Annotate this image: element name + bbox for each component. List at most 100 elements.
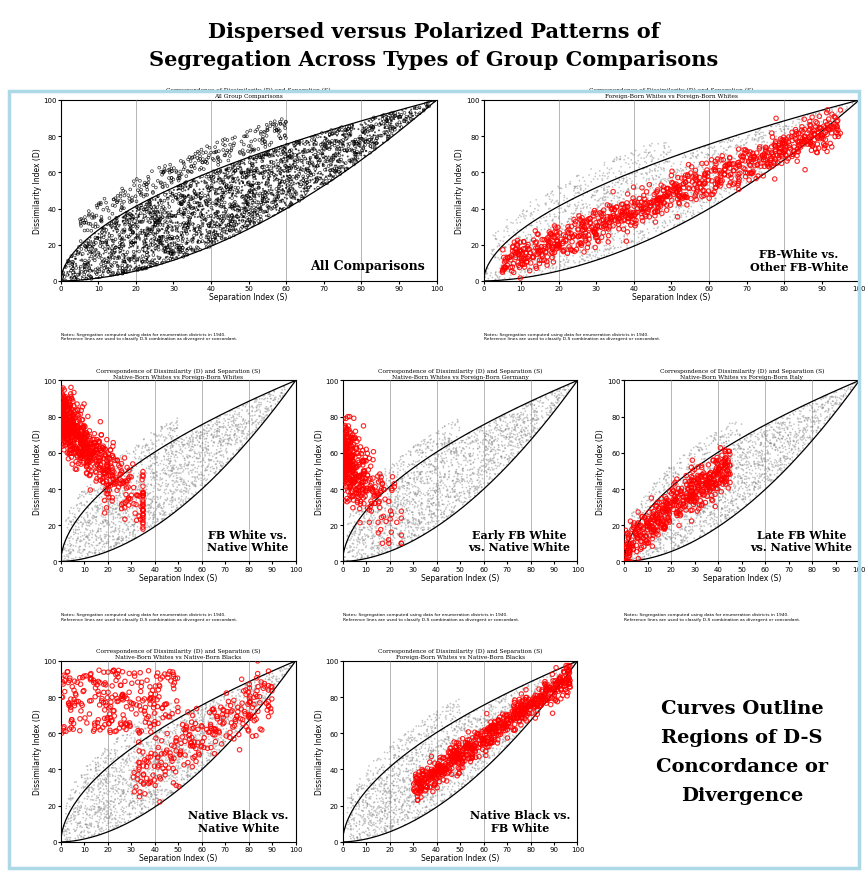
Point [203, 422, 217, 436]
Point [628, 239, 641, 253]
Point [237, 202, 251, 216]
Point [537, 688, 551, 702]
Point [648, 189, 661, 203]
Point [371, 540, 385, 554]
Point [196, 459, 210, 473]
Point [677, 500, 691, 514]
Point [110, 225, 124, 239]
Point [168, 744, 181, 758]
Point [104, 807, 118, 821]
Point [483, 735, 497, 749]
Point [654, 163, 668, 177]
Point [330, 127, 344, 141]
Point [67, 272, 81, 286]
Point [391, 500, 404, 514]
Point [62, 393, 76, 407]
Point [249, 156, 263, 170]
Point [549, 242, 563, 256]
Point [286, 191, 300, 205]
Point [409, 744, 423, 758]
Point [775, 146, 789, 160]
Point [119, 788, 133, 802]
Point [61, 521, 75, 535]
Point [130, 204, 144, 218]
Point [240, 429, 254, 443]
Point [311, 174, 325, 188]
Point [630, 203, 644, 217]
Point [409, 784, 423, 798]
Point [392, 762, 406, 776]
Point [724, 176, 738, 190]
Point [641, 203, 655, 217]
Point [643, 182, 657, 196]
Point [567, 214, 581, 228]
Point [771, 426, 785, 440]
Point [671, 199, 685, 213]
Point [110, 531, 124, 545]
Point [422, 508, 436, 522]
Point [687, 474, 701, 488]
Point [494, 711, 508, 725]
Point [151, 755, 165, 769]
Point [541, 188, 555, 202]
Point [362, 804, 376, 818]
Point [342, 434, 356, 448]
Point [256, 182, 270, 196]
Point [476, 737, 490, 751]
Point [670, 199, 684, 213]
Point [381, 763, 395, 777]
Point [259, 178, 273, 192]
Point [379, 472, 393, 486]
Point [522, 433, 536, 447]
Point [417, 521, 431, 535]
Point [766, 131, 779, 145]
Point [108, 475, 122, 489]
Point [517, 239, 531, 253]
Point [716, 503, 730, 517]
Point [687, 193, 701, 207]
Point [628, 156, 642, 170]
Point [687, 458, 701, 472]
Point [507, 246, 521, 260]
Point [221, 695, 235, 709]
Point [455, 724, 469, 738]
Point [117, 510, 131, 524]
Point [713, 431, 727, 446]
Point [150, 726, 164, 740]
Point [217, 190, 231, 204]
Point [100, 811, 114, 825]
Point [709, 463, 723, 477]
Point [734, 139, 748, 153]
Point [436, 794, 450, 808]
Point [362, 772, 376, 786]
Point [237, 157, 251, 171]
Point [406, 723, 420, 737]
Point [580, 251, 594, 265]
Point [66, 408, 80, 422]
Point [547, 684, 561, 698]
Point [242, 139, 256, 153]
Point [207, 172, 220, 186]
Point [794, 405, 808, 419]
Point [385, 801, 398, 815]
Point [427, 771, 441, 785]
Point [174, 462, 187, 476]
Point [145, 465, 159, 479]
Point [56, 677, 70, 691]
Point [490, 412, 503, 426]
Point [144, 735, 158, 749]
Point [709, 514, 723, 528]
Point [562, 241, 575, 255]
Point [454, 734, 468, 748]
Point [633, 192, 647, 206]
Point [689, 178, 703, 192]
Point [118, 477, 132, 491]
Point [214, 731, 227, 745]
Point [357, 122, 371, 136]
Point [417, 456, 431, 470]
Point [364, 491, 378, 505]
Point [357, 467, 371, 481]
Point [421, 766, 435, 781]
Point [149, 477, 163, 491]
Point [187, 192, 201, 206]
